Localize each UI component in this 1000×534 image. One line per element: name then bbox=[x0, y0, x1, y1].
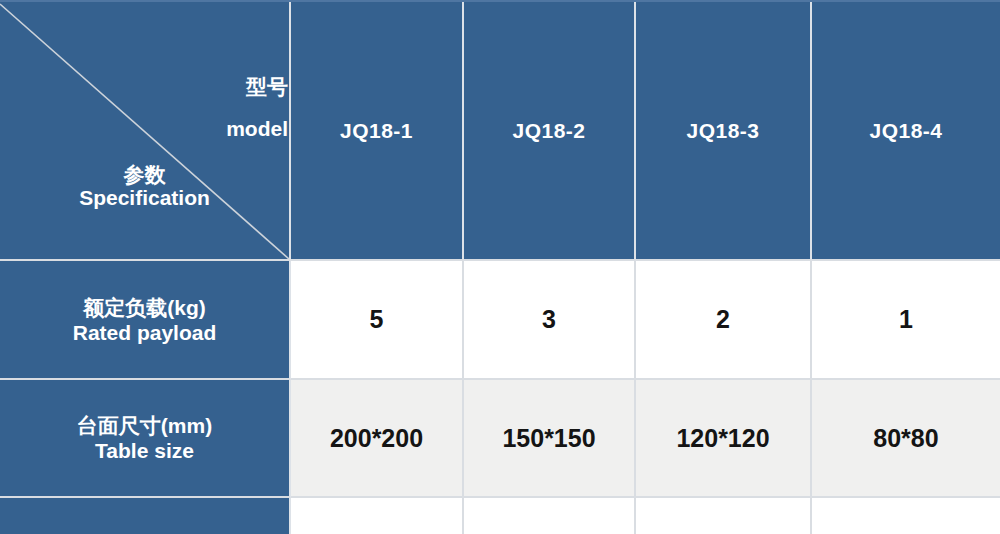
corner-model-label: 型号 model bbox=[226, 66, 288, 150]
corner-spec-label-en: Specification bbox=[0, 186, 289, 209]
table-size-value-jq18-3: 120*120 bbox=[636, 380, 812, 498]
column-header-jq18-3: JQ18-3 bbox=[636, 2, 812, 261]
row-label-table-size-en: Table size bbox=[0, 438, 289, 463]
rated-payload-value-jq18-3: 2 bbox=[636, 261, 812, 380]
truncated-value-jq18-4 bbox=[812, 498, 1000, 534]
column-header-jq18-1: JQ18-1 bbox=[291, 2, 464, 261]
rated-payload-value-jq18-4: 1 bbox=[812, 261, 1000, 380]
rated-payload-value-jq18-2: 3 bbox=[464, 261, 636, 380]
spec-sheet-screenshot: 型号 model 参数 Specification JQ18-1 JQ18-2 … bbox=[0, 0, 1000, 534]
corner-spec-label-cn: 参数 bbox=[0, 163, 289, 186]
table-size-value-jq18-1: 200*200 bbox=[291, 380, 464, 498]
column-header-jq18-4: JQ18-4 bbox=[812, 2, 1000, 261]
column-header-jq18-2: JQ18-2 bbox=[464, 2, 636, 261]
rated-payload-value-jq18-1: 5 bbox=[291, 261, 464, 380]
row-label-table-size: 台面尺寸(mm) Table size bbox=[0, 380, 291, 498]
row-label-text: 台面尺寸(mm) Table size bbox=[0, 413, 289, 463]
corner-model-label-cn: 型号 bbox=[226, 66, 288, 108]
row-label-rated-payload-en: Rated payload bbox=[0, 320, 289, 345]
truncated-value-jq18-2 bbox=[464, 498, 636, 534]
row-label-truncated bbox=[0, 498, 291, 534]
corner-cell: 型号 model 参数 Specification bbox=[0, 2, 291, 261]
table-size-value-jq18-2: 150*150 bbox=[464, 380, 636, 498]
specification-table: 型号 model 参数 Specification JQ18-1 JQ18-2 … bbox=[0, 0, 1000, 534]
row-label-rated-payload: 额定负载(kg) Rated payload bbox=[0, 261, 291, 380]
row-label-table-size-cn: 台面尺寸(mm) bbox=[0, 413, 289, 438]
corner-model-label-en: model bbox=[226, 108, 288, 150]
row-label-rated-payload-cn: 额定负载(kg) bbox=[0, 295, 289, 320]
truncated-value-jq18-3 bbox=[636, 498, 812, 534]
table-size-value-jq18-4: 80*80 bbox=[812, 380, 1000, 498]
row-label-text: 额定负载(kg) Rated payload bbox=[0, 295, 289, 345]
corner-spec-label: 参数 Specification bbox=[0, 163, 289, 209]
truncated-value-jq18-1 bbox=[291, 498, 464, 534]
